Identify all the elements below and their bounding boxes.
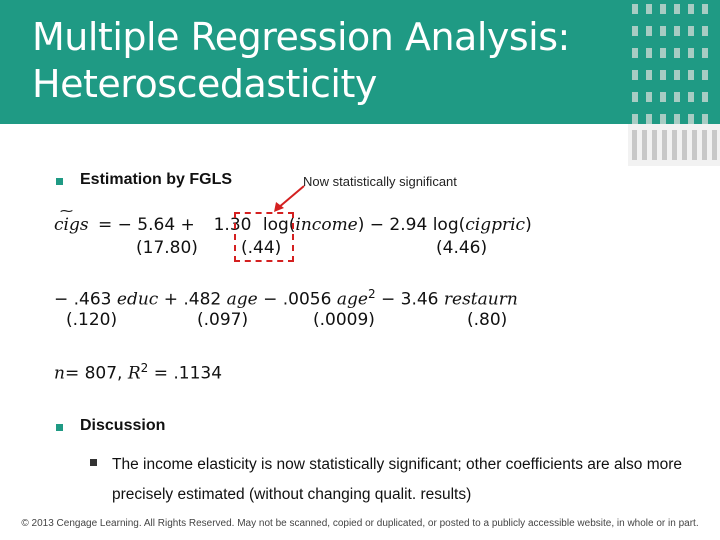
var-cigs: cigs	[54, 215, 89, 235]
equation-row-3: n= 807, R2 = .1134	[54, 361, 222, 384]
title-line-1: Multiple Regression Analysis:	[32, 15, 570, 59]
equation-row-2: − .463 educ + .482 age − .0056 age2 − 3.…	[54, 287, 518, 310]
eq-row3-part1: = 807,	[64, 363, 128, 384]
superscript-2: 2	[367, 287, 376, 301]
se-cigpric: (4.46)	[436, 238, 488, 258]
discussion-text: The income elasticity is now statistical…	[112, 456, 683, 503]
se-age: (.097)	[197, 310, 249, 330]
se-age-squared: (.0009)	[313, 310, 375, 330]
eq-row1-part3: ) − 2.94 log(	[357, 215, 466, 235]
se-restaurn: (.80)	[467, 310, 508, 330]
eq-row1-part1: = − 5.64 +	[97, 215, 195, 235]
annotation-arrow	[274, 185, 305, 212]
copyright-footer: © 2013 Cengage Learning. All Rights Rese…	[21, 518, 699, 529]
var-income: income	[295, 215, 358, 235]
eq-row1-part4: )	[525, 215, 532, 235]
var-age-squared: age	[336, 289, 368, 310]
highlight-box	[234, 212, 294, 262]
bullet-marker	[56, 178, 63, 185]
eq-row2-part3: − .0056	[263, 289, 332, 310]
title-bar: Multiple Regression Analysis: Heterosced…	[0, 0, 720, 124]
sub-bullet-marker	[90, 459, 97, 466]
var-r: R	[127, 363, 141, 384]
decorative-pattern	[628, 4, 720, 166]
var-age: age	[226, 289, 258, 310]
bullet-marker	[56, 424, 63, 431]
title-line-2: Heteroscedasticity	[32, 62, 377, 106]
var-n: n	[54, 363, 65, 384]
cigs-hat: cigs ⁓	[54, 204, 94, 235]
eq-row3-part2: = .1134	[148, 363, 223, 384]
equation-row-1: cigs ⁓ = − 5.64 + 1.30 log(income) − 2.9…	[54, 204, 532, 235]
se-const: (17.80)	[136, 238, 198, 258]
se-educ: (.120)	[66, 310, 118, 330]
bullet-discussion: Discussion	[80, 417, 166, 434]
var-educ: educ	[116, 289, 159, 310]
eq-row1-part2: log(	[262, 215, 296, 235]
superscript-2: 2	[140, 361, 149, 375]
var-cigpric: cigpric	[465, 215, 526, 235]
var-restaurn: restaurn	[443, 289, 518, 310]
eq-row2-part1: − .463	[54, 289, 112, 310]
annotation-note: Now statistically significant	[303, 174, 457, 189]
slide-title: Multiple Regression Analysis: Heterosced…	[32, 14, 570, 108]
bullet-fgls: Estimation by FGLS	[80, 171, 233, 188]
eq-row2-part2: + .482	[163, 289, 222, 310]
hat-symbol: ⁓	[60, 204, 73, 219]
se-income: (.44)	[241, 238, 282, 258]
eq-row2-part4: − 3.46	[380, 289, 439, 310]
coef-income: 1.30	[213, 215, 252, 235]
